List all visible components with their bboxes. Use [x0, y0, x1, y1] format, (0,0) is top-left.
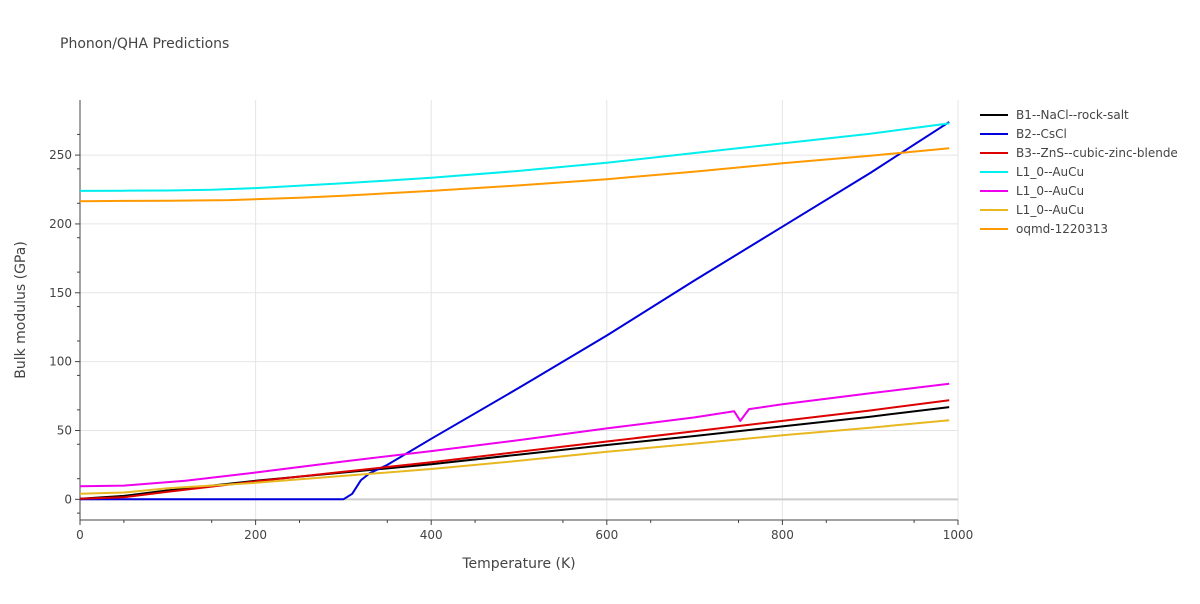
y-tick-label: 50 — [57, 423, 72, 437]
y-tick-label: 200 — [49, 217, 72, 231]
y-axis-title: Bulk modulus (GPa) — [13, 241, 29, 379]
legend-item[interactable]: L1_0--AuCu — [980, 181, 1178, 200]
series-line-4[interactable] — [79, 122, 950, 192]
series-line-3[interactable] — [79, 399, 950, 500]
legend-label: L1_0--AuCu — [1016, 164, 1085, 179]
legend-swatch — [980, 227, 1008, 230]
x-tick-label: 400 — [420, 528, 443, 542]
legend-label: L1_0--AuCu — [1016, 202, 1085, 217]
y-tick-label: 250 — [49, 148, 72, 162]
legend-item[interactable]: B3--ZnS--cubic-zinc-blende — [980, 143, 1178, 162]
x-axis-title: Temperature (K) — [461, 556, 575, 572]
series-line-5[interactable] — [79, 382, 950, 488]
legend-label: oqmd-1220313 — [1016, 221, 1109, 236]
legend-label: B1--NaCl--rock-salt — [1016, 107, 1129, 122]
legend-swatch — [980, 132, 1008, 135]
x-tick-label: 1000 — [943, 528, 974, 542]
legend-swatch — [980, 151, 1008, 154]
legend-swatch — [980, 208, 1008, 211]
series-line-7[interactable] — [79, 147, 950, 203]
y-tick-label: 150 — [49, 286, 72, 300]
legend-swatch — [980, 113, 1008, 116]
chart-title: Phonon/QHA Predictions — [60, 36, 230, 52]
y-tick-label: 100 — [49, 355, 72, 369]
legend-label: B3--ZnS--cubic-zinc-blende — [1016, 145, 1178, 160]
legend-item[interactable]: B2--CsCl — [980, 124, 1178, 143]
series-line-2[interactable] — [80, 121, 950, 501]
x-tick-label: 200 — [244, 528, 267, 542]
x-tick-label: 0 — [76, 528, 84, 542]
legend-item[interactable]: oqmd-1220313 — [980, 219, 1178, 238]
x-tick-label: 800 — [771, 528, 794, 542]
legend-swatch — [980, 170, 1008, 173]
legend-item[interactable]: L1_0--AuCu — [980, 200, 1178, 219]
x-tick-label: 600 — [595, 528, 618, 542]
legend-label: B2--CsCl — [1016, 126, 1067, 141]
legend: B1--NaCl--rock-salt B2--CsCl B3--ZnS--cubi… — [980, 105, 1178, 238]
legend-label: L1_0--AuCu — [1016, 183, 1085, 198]
legend-item[interactable]: B1--NaCl--rock-salt — [980, 105, 1178, 124]
series-line-6[interactable] — [79, 419, 950, 495]
y-tick-label: 0 — [64, 492, 72, 506]
series-line-1[interactable] — [79, 406, 950, 500]
legend-item[interactable]: L1_0--AuCu — [980, 162, 1178, 181]
legend-swatch — [980, 189, 1008, 192]
